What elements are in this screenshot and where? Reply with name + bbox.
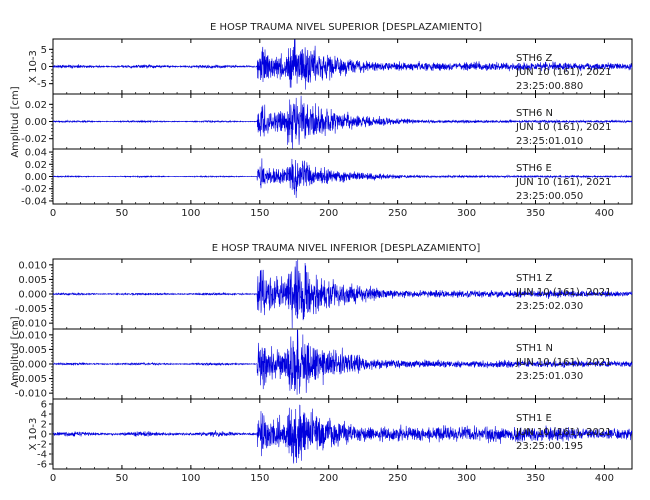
unit-label: X 10-3 bbox=[28, 50, 39, 83]
x-tick-label: 150 bbox=[250, 208, 269, 219]
y-tick-label: 0.010 bbox=[18, 330, 47, 341]
y-tick-label: 6 bbox=[41, 400, 47, 411]
station-label: STH1 E bbox=[516, 413, 552, 424]
time-label: 23:25:01.010 bbox=[516, 136, 583, 147]
x-tick-label: 100 bbox=[181, 208, 200, 219]
station-label: STH1 Z bbox=[516, 273, 553, 284]
time-label: 23:25:01.030 bbox=[516, 371, 583, 382]
trace-panel-sth6-n: 0.02 0.00 -0.02 STH6 N JUN 10 (161), 2021 23:… bbox=[21, 93, 633, 150]
y-tick-label: 0.04 bbox=[25, 148, 47, 159]
x-tick-label: 50 bbox=[116, 473, 129, 484]
y-tick-label: -2 bbox=[37, 440, 47, 451]
y-tick-label: -0.02 bbox=[21, 184, 47, 195]
y-tick-label: 0.02 bbox=[25, 100, 47, 111]
y-tick-label: 2 bbox=[41, 420, 47, 431]
y-tick-label: 0.010 bbox=[18, 260, 47, 271]
x-tick-label: 200 bbox=[319, 473, 338, 484]
x-tick-label: 100 bbox=[181, 473, 200, 484]
trace-panel-sth6-e: 0.040.020.00-0.02-0.04 STH6 E JUN 10 (161)… bbox=[21, 148, 633, 207]
station-label: STH6 Z bbox=[516, 53, 553, 64]
time-label: 23:25:00.050 bbox=[516, 191, 583, 202]
waveform-line bbox=[52, 404, 633, 464]
ylabel-upper: Amplitud [cm] bbox=[10, 86, 21, 157]
title-lower: E HOSP TRAUMA NIVEL INFERIOR [DESPLAZAMI… bbox=[212, 243, 481, 254]
date-label: JUN 10 (161), 2021 bbox=[515, 287, 612, 298]
y-tick-label: -6 bbox=[37, 460, 47, 471]
ylabel-lower: Amplitud [cm] bbox=[10, 316, 21, 387]
y-tick-label: 4 bbox=[41, 410, 47, 421]
station-label: STH1 N bbox=[516, 343, 553, 354]
station-label: STH6 N bbox=[516, 108, 553, 119]
y-tick-label: 0.005 bbox=[18, 275, 47, 286]
x-tick-label: 400 bbox=[595, 473, 614, 484]
waveform-line bbox=[52, 259, 633, 329]
y-tick-label: -0.010 bbox=[15, 389, 47, 400]
y-tick-label: 0.000 bbox=[18, 360, 47, 371]
x-tick-label: 300 bbox=[457, 208, 476, 219]
date-label: JUN 10 (161), 2021 bbox=[515, 122, 612, 133]
date-label: JUN 10 (161), 2021 bbox=[515, 357, 612, 368]
trace-panel-sth1-z: 0.010 0.005 0.000 -0.005 -0.010 STH1 Z JUN 10 … bbox=[15, 258, 633, 330]
y-tick-label: 0.00 bbox=[25, 172, 47, 183]
time-label: 23:25:00.880 bbox=[516, 81, 583, 92]
trace-panel-sth6-z: 5 0 -5X 10-3 STH6 Z JUN 10 (161), 2021 23:25:… bbox=[28, 38, 633, 95]
waveform-line bbox=[52, 39, 633, 90]
x-tick-label: 200 bbox=[319, 208, 338, 219]
x-tick-label: 0 bbox=[50, 473, 56, 484]
time-label: 23:25:02.030 bbox=[516, 301, 583, 312]
waveform-line bbox=[52, 329, 633, 395]
trace-panel-sth1-n: 0.010 0.005 0.000 -0.005 -0.010 STH1 N JUN 10 … bbox=[15, 328, 633, 400]
waveform-line bbox=[52, 158, 633, 198]
y-tick-label: 0 bbox=[41, 62, 47, 73]
x-tick-label: 150 bbox=[250, 473, 269, 484]
date-label: JUN 10 (161), 2021 bbox=[515, 67, 612, 78]
y-tick-label: -0.010 bbox=[15, 319, 47, 330]
y-tick-label: 0 bbox=[41, 430, 47, 441]
unit-label: X 10-3 bbox=[28, 418, 39, 451]
y-tick-label: -0.02 bbox=[21, 134, 47, 145]
x-tick-label: 50 bbox=[116, 208, 129, 219]
y-tick-label: 5 bbox=[41, 45, 47, 56]
x-tick-label: 250 bbox=[388, 473, 407, 484]
y-tick-label: -0.005 bbox=[15, 304, 47, 315]
y-tick-label: -5 bbox=[37, 79, 47, 90]
y-tick-label: 0.00 bbox=[25, 117, 47, 128]
x-tick-label: 400 bbox=[595, 208, 614, 219]
x-tick-label: 350 bbox=[526, 473, 545, 484]
station-label: STH6 E bbox=[516, 163, 552, 174]
y-tick-label: 0.000 bbox=[18, 290, 47, 301]
y-tick-label: 0.005 bbox=[18, 345, 47, 356]
x-tick-label: 350 bbox=[526, 208, 545, 219]
time-label: 23:25:00.195 bbox=[516, 441, 583, 452]
date-label: JUN 10 (161), 2021 bbox=[515, 427, 612, 438]
waveform-line bbox=[52, 95, 633, 149]
x-tick-label: 250 bbox=[388, 208, 407, 219]
title-upper: E HOSP TRAUMA NIVEL SUPERIOR [DESPLAZAMI… bbox=[210, 22, 482, 33]
x-tick-label: 300 bbox=[457, 473, 476, 484]
y-tick-label: 0.02 bbox=[25, 160, 47, 171]
y-tick-label: -0.005 bbox=[15, 374, 47, 385]
y-tick-label: -4 bbox=[37, 450, 47, 461]
x-tick-label: 0 bbox=[50, 208, 56, 219]
y-tick-label: -0.04 bbox=[21, 196, 47, 207]
date-label: JUN 10 (161), 2021 bbox=[515, 177, 612, 188]
